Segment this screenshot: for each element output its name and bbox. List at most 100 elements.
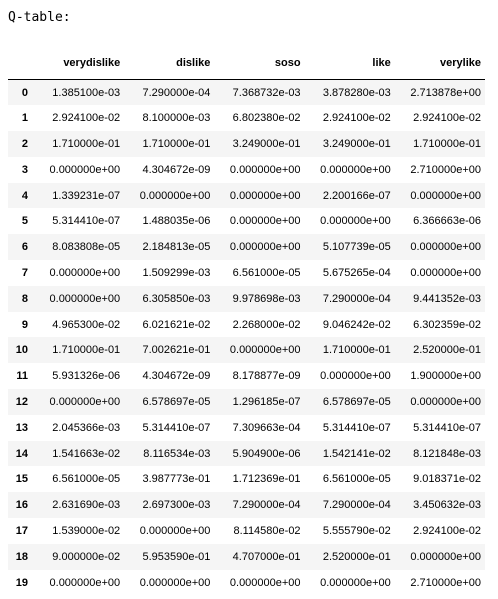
row-index: 0 bbox=[21, 86, 28, 99]
row-index: 19 bbox=[15, 576, 28, 589]
table-row: 12 0.000000e+00 6.578697e-05 1.296185e-07 6.… bbox=[8, 389, 485, 415]
table-row: 9 4.965300e-02 6.021621e-02 2.268000e-02 9.0… bbox=[8, 311, 485, 338]
table-row: 17 1.539000e-02 0.000000e+00 8.114580e-02 5.… bbox=[8, 518, 485, 544]
table-cell: 4.707000e-01 bbox=[232, 550, 301, 563]
table-cell: 0.000000e+00 bbox=[410, 266, 481, 279]
table-cell: 2.924100e-02 bbox=[413, 524, 481, 537]
table-cell: 1.385100e-03 bbox=[52, 86, 121, 99]
table-cell: 5.314410e-07 bbox=[142, 421, 211, 434]
table-cell: 7.309663e-04 bbox=[232, 421, 301, 434]
column-header-dislike: dislike bbox=[124, 47, 215, 80]
table-cell: 2.045366e-03 bbox=[52, 421, 121, 434]
table-header: verydislike dislike soso like verylike bbox=[8, 47, 485, 80]
table-cell: 9.018371e-02 bbox=[413, 473, 481, 486]
row-index: 16 bbox=[15, 499, 28, 512]
table-row: 18 9.000000e-02 5.953590e-01 4.707000e-01 2.… bbox=[8, 543, 485, 570]
table-cell: 1.710000e-01 bbox=[52, 344, 121, 357]
table-cell: 3.987773e-01 bbox=[142, 473, 211, 486]
table-body: 0 1.385100e-03 7.290000e-04 7.368732e-03 3.8… bbox=[8, 79, 485, 596]
table-row: 3 0.000000e+00 4.304672e-09 0.000000e+00 0.0… bbox=[8, 156, 485, 183]
table-row: 16 2.631690e-03 2.697300e-03 7.290000e-04 7.… bbox=[8, 492, 485, 519]
table-cell: 0.000000e+00 bbox=[320, 576, 391, 589]
table-cell: 9.978698e-03 bbox=[232, 292, 301, 305]
table-cell: 1.710000e-01 bbox=[322, 344, 391, 357]
table-cell: 0.000000e+00 bbox=[229, 576, 301, 589]
table-cell: 5.314410e-07 bbox=[322, 421, 391, 434]
table-cell: 0.000000e+00 bbox=[49, 395, 121, 408]
table-cell: 5.555790e-02 bbox=[322, 524, 391, 537]
column-header-verydislike: verydislike bbox=[34, 47, 125, 80]
table-cell: 2.520000e-01 bbox=[413, 344, 481, 357]
table-cell: 1.710000e-01 bbox=[142, 137, 211, 150]
table-cell: 1.900000e+00 bbox=[410, 370, 481, 383]
table-cell: 3.249000e-01 bbox=[232, 137, 301, 150]
table-cell: 8.114580e-02 bbox=[233, 524, 301, 537]
table-cell: 1.541663e-02 bbox=[52, 447, 121, 460]
table-row: 5 5.314410e-07 1.488035e-06 0.000000e+00 0.0… bbox=[8, 208, 485, 235]
table-cell: 8.116534e-03 bbox=[143, 447, 211, 460]
column-header-like: like bbox=[304, 47, 395, 80]
table-row: 15 6.561000e-05 3.987773e-01 1.712369e-01 6.… bbox=[8, 466, 485, 493]
table-cell: 8.121848e-03 bbox=[413, 447, 481, 460]
row-index: 9 bbox=[21, 318, 28, 331]
row-index: 8 bbox=[21, 292, 28, 305]
row-index: 11 bbox=[16, 370, 28, 383]
table-row: 1 2.924100e-02 8.100000e-03 6.802380e-02 2.9… bbox=[8, 105, 485, 132]
table-cell: 0.000000e+00 bbox=[410, 189, 481, 202]
table-cell: 0.000000e+00 bbox=[229, 344, 301, 357]
row-index: 12 bbox=[15, 395, 28, 408]
row-index: 15 bbox=[15, 473, 28, 486]
table-cell: 6.366663e-06 bbox=[413, 215, 481, 228]
table-cell: 2.710000e+00 bbox=[410, 576, 481, 589]
table-cell: 0.000000e+00 bbox=[229, 189, 301, 202]
table-cell: 0.000000e+00 bbox=[139, 189, 211, 202]
table-row: 4 1.339231e-07 0.000000e+00 0.000000e+00 2.2… bbox=[8, 182, 485, 209]
table-cell: 2.631690e-03 bbox=[52, 499, 121, 512]
table-cell: 1.339231e-07 bbox=[52, 189, 121, 202]
table-cell: 5.107739e-05 bbox=[322, 241, 391, 254]
qtable-dataframe: verydislike dislike soso like verylike 0… bbox=[8, 47, 485, 596]
row-index: 14 bbox=[15, 447, 28, 460]
column-header-soso: soso bbox=[214, 47, 305, 80]
table-cell: 9.441352e-03 bbox=[413, 292, 481, 305]
table-cell: 0.000000e+00 bbox=[49, 163, 121, 176]
table-cell: 5.931326e-06 bbox=[52, 370, 121, 383]
table-cell: 2.924100e-02 bbox=[52, 112, 121, 125]
table-cell: 4.304672e-09 bbox=[142, 163, 211, 176]
table-cell: 6.561000e-05 bbox=[322, 473, 391, 486]
table-cell: 2.697300e-03 bbox=[142, 499, 211, 512]
table-cell: 4.304672e-09 bbox=[142, 370, 211, 383]
header-row: verydislike dislike soso like verylike bbox=[8, 47, 485, 80]
row-index: 10 bbox=[15, 344, 28, 357]
table-cell: 0.000000e+00 bbox=[49, 292, 121, 305]
table-cell: 1.542141e-02 bbox=[322, 447, 391, 460]
table-cell: 9.046242e-02 bbox=[322, 318, 391, 331]
table-row: 8 0.000000e+00 6.305850e-03 9.978698e-03 7.2… bbox=[8, 285, 485, 312]
table-cell: 0.000000e+00 bbox=[410, 395, 481, 408]
table-cell: 6.302359e-02 bbox=[413, 318, 481, 331]
table-cell: 5.314410e-07 bbox=[52, 215, 121, 228]
table-cell: 7.290000e-04 bbox=[322, 499, 391, 512]
table-cell: 2.710000e+00 bbox=[410, 163, 481, 176]
row-index: 6 bbox=[21, 241, 28, 254]
table-cell: 6.021621e-02 bbox=[142, 318, 211, 331]
table-cell: 0.000000e+00 bbox=[320, 163, 391, 176]
qtable-label: Q-table: bbox=[8, 10, 71, 25]
table-cell: 9.000000e-02 bbox=[52, 550, 121, 563]
row-index: 7 bbox=[21, 266, 28, 279]
table-cell: 4.965300e-02 bbox=[52, 318, 121, 331]
table-cell: 1.509299e-03 bbox=[142, 266, 211, 279]
table-cell: 0.000000e+00 bbox=[49, 576, 121, 589]
table-cell: 6.802380e-02 bbox=[232, 112, 301, 125]
table-cell: 2.200166e-07 bbox=[322, 189, 391, 202]
table-row: 19 0.000000e+00 0.000000e+00 0.000000e+00 0.… bbox=[8, 569, 485, 596]
table-cell: 0.000000e+00 bbox=[410, 550, 481, 563]
table-cell: 1.488035e-06 bbox=[142, 215, 211, 228]
table-cell: 6.561000e-05 bbox=[52, 473, 121, 486]
row-index: 5 bbox=[21, 215, 28, 228]
table-cell: 1.710000e-01 bbox=[413, 137, 481, 150]
table-cell: 0.000000e+00 bbox=[410, 241, 481, 254]
table-cell: 5.953590e-01 bbox=[142, 550, 211, 563]
table-cell: 6.578697e-05 bbox=[142, 395, 211, 408]
